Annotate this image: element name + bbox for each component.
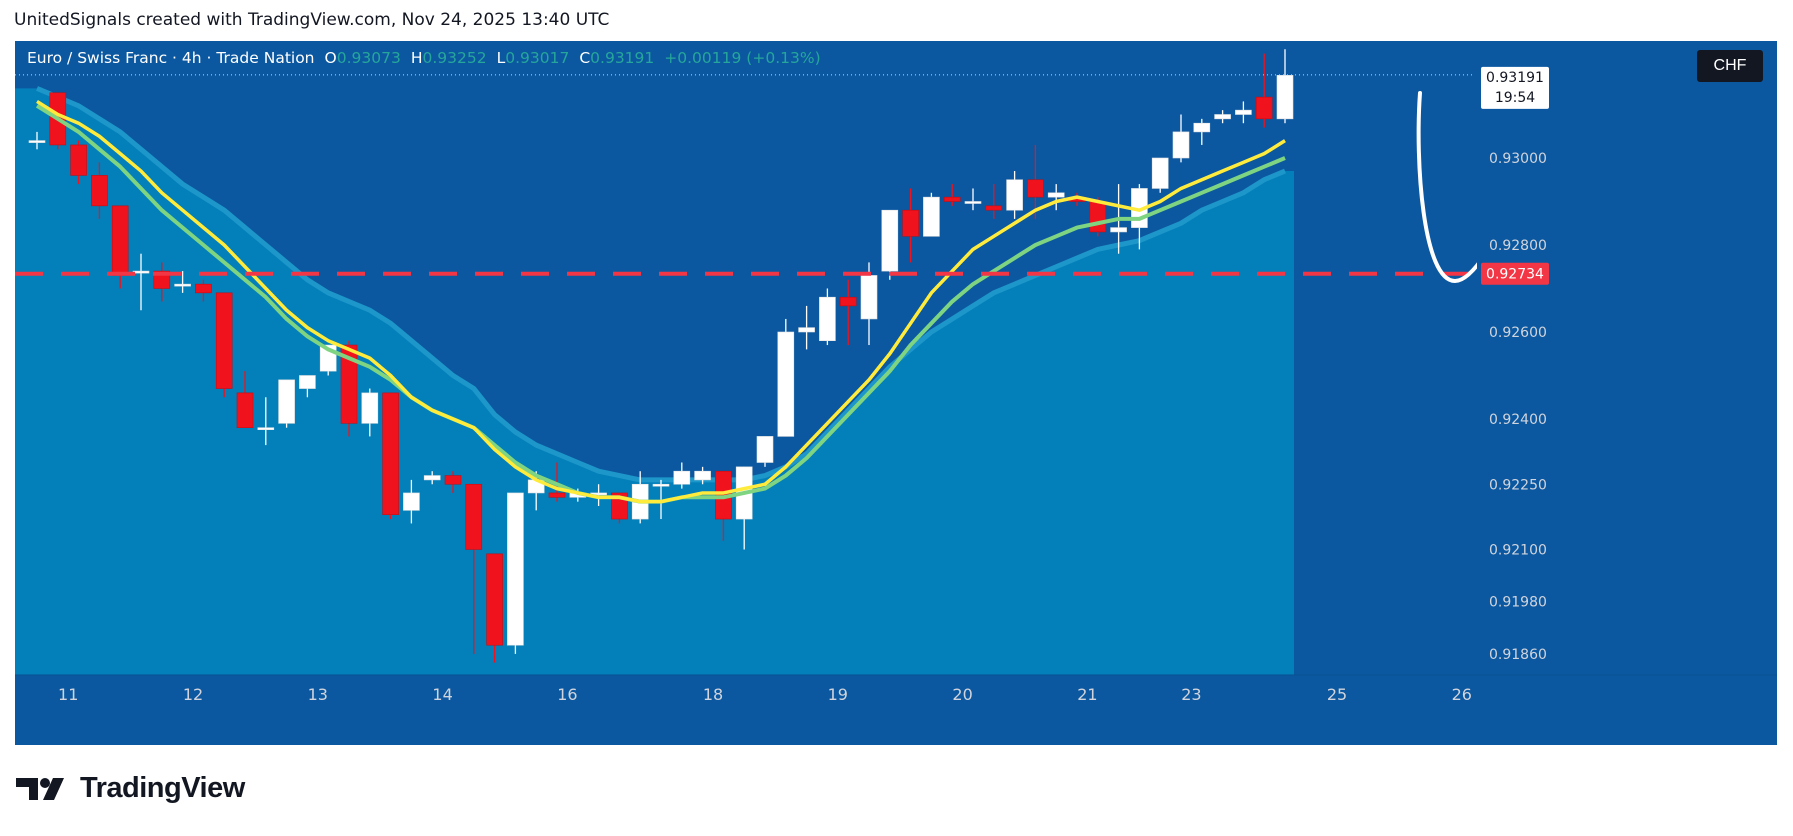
x-tick-label: 23 (1181, 685, 1201, 704)
candle-body (548, 492, 566, 498)
candle-body (777, 331, 795, 437)
candle-body (382, 392, 399, 515)
y-tick-label: 0.92400 (1489, 412, 1547, 428)
legend-low-label: L (496, 49, 506, 67)
price-chart[interactable]: 0.9273 0.930000.928000.926000.924000.922… (15, 41, 1777, 745)
candle-body (215, 292, 233, 389)
x-tick-label: 16 (557, 685, 577, 704)
current-price-label-bg (1481, 66, 1549, 109)
chart-credit: UnitedSignals created with TradingView.c… (14, 10, 610, 30)
legend-symbol: Euro / Swiss Franc · 4h · Trade Nation (27, 49, 315, 67)
bar-countdown-label: 19:54 (1495, 90, 1535, 106)
price-axis-bg (1477, 41, 1777, 675)
x-tick-label: 14 (432, 685, 452, 704)
candle-body (257, 427, 275, 431)
candle-body (673, 470, 691, 485)
x-tick-label: 26 (1452, 685, 1472, 704)
current-price-label: 0.93191 (1486, 70, 1544, 86)
candle-body (278, 379, 295, 424)
candle-body (756, 436, 774, 463)
candle-body (132, 270, 150, 274)
candle-body (444, 475, 462, 485)
target-axis-label-bg (1481, 262, 1549, 285)
candle-body (1151, 157, 1169, 189)
candle-body (1172, 131, 1190, 159)
cloud-area (15, 88, 1294, 675)
y-tick-label: 0.91860 (1489, 647, 1547, 663)
candle-body (1235, 109, 1252, 115)
candle-body (340, 344, 358, 424)
candle-body (964, 201, 982, 204)
candle-body (507, 492, 524, 646)
candle-body (819, 296, 836, 342)
candle-body (299, 375, 316, 389)
candle-body (174, 283, 191, 287)
legend-close-label: C (579, 49, 591, 67)
candle-body (70, 144, 87, 176)
candle-body (361, 392, 379, 424)
candle-body (111, 205, 129, 276)
target-axis-label: 0.92734 (1486, 267, 1544, 283)
candle-body (652, 483, 670, 487)
chart-area[interactable]: 0.9273 0.930000.928000.926000.924000.922… (15, 41, 1777, 745)
legend: Euro / Swiss Franc · 4h · Trade Nation O… (27, 49, 821, 67)
candle-body (1110, 227, 1127, 233)
candle-body (195, 283, 212, 294)
currency-button[interactable]: CHF (1697, 50, 1763, 82)
x-tick-label: 19 (828, 685, 848, 704)
x-tick-label: 25 (1327, 685, 1347, 704)
y-tick-label: 0.92250 (1489, 477, 1547, 493)
candle-body (694, 470, 711, 481)
candle-body (923, 196, 940, 237)
y-tick-label: 0.92800 (1489, 238, 1547, 254)
legend-change: +0.00119 (+0.13%) (664, 49, 821, 67)
x-tick-label: 11 (58, 685, 78, 704)
legend-open-label: O (324, 49, 337, 67)
x-tick-label: 20 (952, 685, 972, 704)
x-tick-label: 13 (308, 685, 328, 704)
ma-fast-line (36, 99, 1286, 504)
x-tick-label: 21 (1077, 685, 1097, 704)
y-tick-label: 0.93000 (1489, 151, 1547, 167)
x-tick-label: 12 (183, 685, 203, 704)
candle-body (403, 492, 420, 511)
candle-body (985, 205, 1003, 211)
candle-body (839, 296, 857, 307)
candle-body (1214, 114, 1231, 120)
y-tick-label: 0.92100 (1489, 543, 1547, 559)
tradingview-brand[interactable]: TradingView (16, 772, 245, 805)
y-tick-label: 0.91980 (1489, 595, 1547, 611)
candle-body (881, 209, 899, 272)
candle-body (860, 275, 878, 320)
brand-name: TradingView (80, 772, 245, 804)
candle-body (236, 392, 254, 428)
candle-body (465, 483, 483, 550)
tradingview-logo-icon (16, 777, 64, 800)
legend-open-value: 0.93073 (336, 49, 401, 67)
candle-body (1089, 201, 1107, 233)
candle-body (91, 175, 108, 207)
candle-body (798, 327, 815, 333)
candle-body (1047, 192, 1065, 198)
candle-body (1027, 179, 1044, 198)
candle-body (902, 209, 919, 237)
candle-body (1255, 96, 1273, 120)
y-tick-label: 0.92600 (1489, 325, 1547, 341)
legend-close-value: 0.93191 (590, 49, 655, 67)
candle-body (1276, 75, 1294, 120)
candle-body (1006, 179, 1023, 211)
x-tick-label: 18 (703, 685, 723, 704)
candle-body (486, 553, 503, 646)
legend-high-label: H (410, 49, 423, 67)
candle-body (1193, 122, 1211, 133)
candle-body (943, 196, 961, 202)
legend-high-value: 0.93252 (422, 49, 487, 67)
legend-low-value: 0.93017 (505, 49, 570, 67)
candle-body (423, 475, 441, 481)
candle-body (28, 140, 46, 143)
